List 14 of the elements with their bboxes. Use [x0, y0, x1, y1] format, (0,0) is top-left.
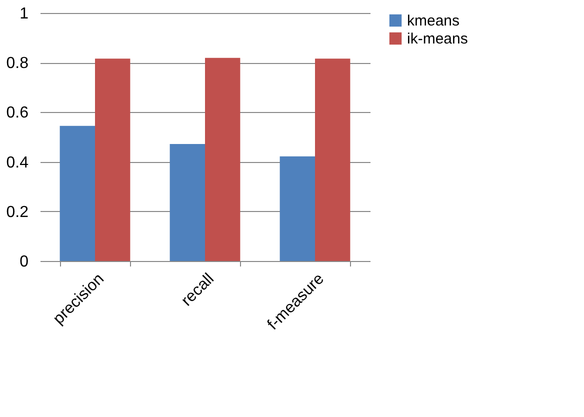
legend-label: kmeans — [407, 12, 460, 30]
bar — [280, 156, 315, 261]
bar — [315, 58, 350, 261]
legend-label: ik-means — [407, 30, 468, 48]
y-tick-label: 0.8 — [6, 55, 29, 72]
bar — [205, 58, 240, 261]
bar — [170, 144, 205, 261]
bar — [95, 58, 130, 261]
y-tick-label: 0.6 — [6, 104, 29, 122]
bar — [60, 126, 95, 261]
y-tick-label: 1 — [20, 6, 29, 22]
y-tick-label: 0.4 — [6, 154, 29, 172]
y-tick-label: 0.2 — [6, 204, 29, 221]
y-tick-label: 0 — [20, 254, 29, 270]
